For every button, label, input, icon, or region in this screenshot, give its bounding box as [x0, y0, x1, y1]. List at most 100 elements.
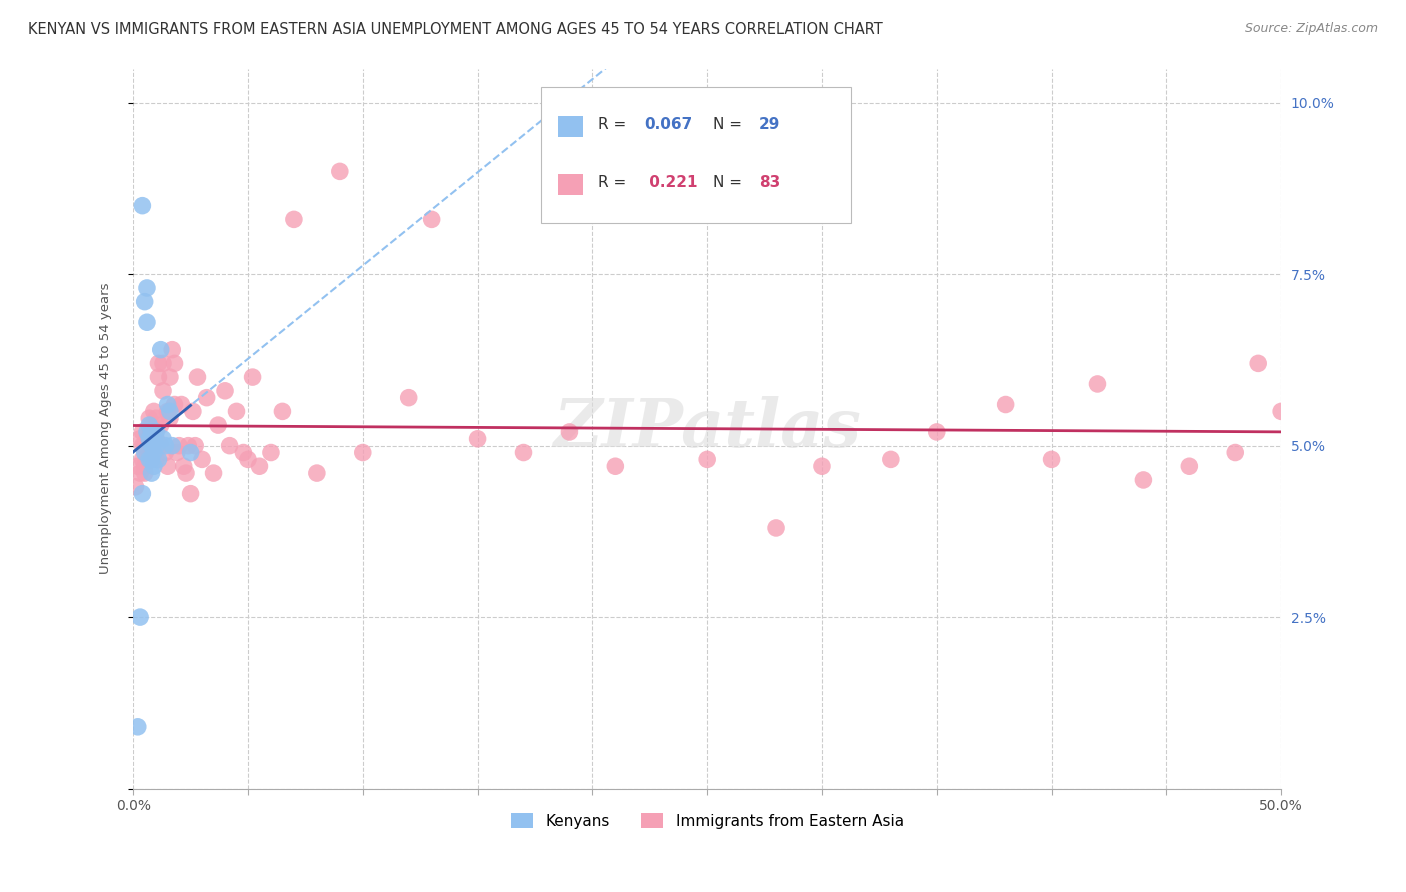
Point: [131, 425, 153, 439]
Point: [129, 466, 152, 480]
Point: [236, 452, 259, 467]
Text: KENYAN VS IMMIGRANTS FROM EASTERN ASIA UNEMPLOYMENT AMONG AGES 45 TO 54 YEARS CO: KENYAN VS IMMIGRANTS FROM EASTERN ASIA U…: [28, 22, 883, 37]
Point: [145, 432, 167, 446]
Point: [398, 391, 420, 405]
Point: [160, 439, 183, 453]
Text: 0.067: 0.067: [644, 117, 692, 132]
Point: [186, 370, 208, 384]
Point: [177, 439, 200, 453]
Point: [696, 452, 718, 467]
Point: [170, 398, 193, 412]
Y-axis label: Unemployment Among Ages 45 to 54 years: Unemployment Among Ages 45 to 54 years: [100, 283, 112, 574]
Point: [605, 459, 627, 474]
Point: [156, 398, 179, 412]
Point: [141, 466, 163, 480]
Point: [138, 411, 160, 425]
Text: R =: R =: [598, 117, 631, 132]
Point: [127, 720, 149, 734]
Point: [1225, 445, 1247, 459]
Point: [180, 486, 202, 500]
Point: [166, 445, 188, 459]
Text: ZIPatlas: ZIPatlas: [553, 396, 860, 461]
Point: [141, 418, 163, 433]
Point: [512, 445, 534, 459]
Point: [1132, 473, 1154, 487]
Point: [142, 445, 165, 459]
Point: [148, 356, 170, 370]
Point: [1270, 404, 1292, 418]
Point: [191, 452, 214, 467]
Point: [159, 411, 181, 425]
FancyBboxPatch shape: [558, 174, 583, 194]
Point: [242, 370, 264, 384]
Point: [134, 459, 156, 474]
Text: 0.221: 0.221: [644, 175, 697, 190]
Point: [155, 445, 177, 459]
Point: [271, 404, 294, 418]
Point: [180, 445, 202, 459]
Point: [1040, 452, 1063, 467]
Point: [925, 425, 948, 439]
Point: [260, 445, 283, 459]
Point: [329, 164, 352, 178]
Point: [134, 466, 156, 480]
Point: [218, 439, 240, 453]
Point: [127, 459, 149, 474]
Point: [142, 445, 165, 459]
Point: [184, 439, 207, 453]
Point: [131, 199, 153, 213]
Text: Source: ZipAtlas.com: Source: ZipAtlas.com: [1244, 22, 1378, 36]
Point: [155, 439, 177, 453]
Point: [352, 445, 374, 459]
Point: [149, 439, 172, 453]
Point: [214, 384, 236, 398]
Point: [131, 486, 153, 500]
Point: [124, 480, 146, 494]
Point: [136, 432, 159, 446]
Point: [136, 281, 159, 295]
Text: N =: N =: [713, 175, 747, 190]
Text: R =: R =: [598, 175, 631, 190]
Point: [880, 452, 903, 467]
Point: [138, 439, 160, 453]
Point: [136, 315, 159, 329]
Point: [765, 521, 787, 535]
Point: [159, 370, 181, 384]
Point: [134, 445, 156, 459]
Point: [420, 212, 443, 227]
Point: [138, 452, 160, 467]
Text: 29: 29: [759, 117, 780, 132]
Point: [145, 439, 167, 453]
Point: [305, 466, 328, 480]
Point: [160, 343, 183, 357]
Text: 83: 83: [759, 175, 780, 190]
Point: [202, 466, 225, 480]
Point: [142, 404, 165, 418]
Point: [558, 425, 581, 439]
Point: [249, 459, 271, 474]
Point: [1178, 459, 1201, 474]
Point: [138, 418, 160, 433]
Point: [142, 432, 165, 446]
Point: [131, 439, 153, 453]
Point: [141, 452, 163, 467]
Point: [163, 356, 186, 370]
Point: [148, 370, 170, 384]
Text: N =: N =: [713, 117, 747, 132]
Point: [148, 452, 170, 467]
FancyBboxPatch shape: [558, 116, 583, 136]
Point: [467, 432, 489, 446]
Point: [156, 459, 179, 474]
Point: [149, 418, 172, 433]
Point: [207, 418, 229, 433]
Point: [142, 459, 165, 474]
Point: [152, 356, 174, 370]
Point: [134, 294, 156, 309]
Point: [156, 404, 179, 418]
Point: [131, 452, 153, 467]
Point: [1247, 356, 1270, 370]
Point: [149, 343, 172, 357]
Point: [138, 432, 160, 446]
Point: [1087, 376, 1109, 391]
Point: [811, 459, 834, 474]
